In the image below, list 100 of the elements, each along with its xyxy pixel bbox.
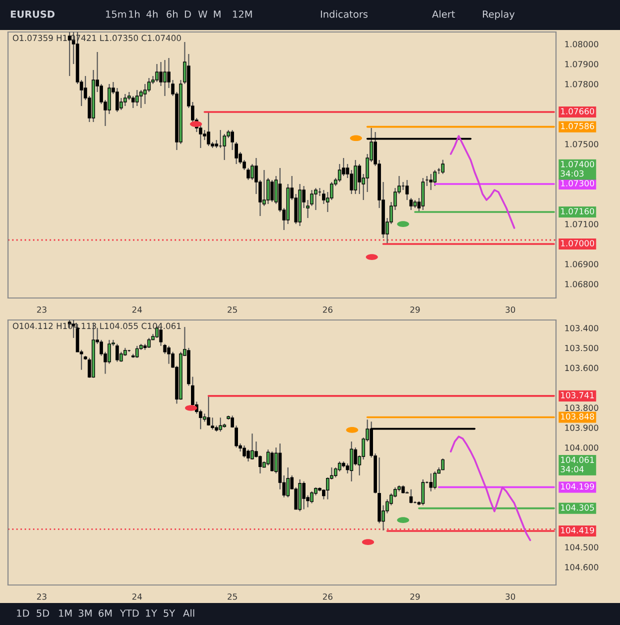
text: YTD [120, 610, 139, 617]
candlestick [258, 454, 262, 474]
text: 1h [129, 10, 140, 18]
x-tick-label: 30 [506, 593, 516, 600]
text: 6h [166, 10, 178, 18]
text: 1M [59, 610, 72, 617]
y-tick-label: 103.600 [565, 364, 598, 372]
text: 5Y [164, 610, 176, 617]
y-tick-label: 104.500 [565, 544, 598, 550]
candlestick [342, 157, 346, 177]
candlestick [409, 488, 413, 504]
text: 15m [106, 10, 126, 18]
x-tick-label: 29 [410, 593, 420, 600]
text: Alert [432, 10, 455, 18]
candlestick [246, 448, 250, 462]
candlestick [143, 83, 147, 105]
y-tick-label: 104.600 [565, 564, 598, 570]
candlestick [147, 337, 151, 348]
data-label: 104.305 [561, 504, 594, 511]
candlestick [330, 181, 334, 201]
text: 6M [98, 609, 112, 617]
candlestick [135, 89, 139, 107]
candlestick [358, 163, 362, 195]
text: EURUSD [10, 10, 54, 18]
data-label: 1.07660 [561, 108, 594, 114]
candlestick [314, 187, 318, 211]
candlestick [163, 59, 167, 97]
candlestick [123, 93, 127, 107]
text: Replay [482, 10, 515, 20]
candlestick [234, 425, 238, 448]
candlestick [310, 490, 314, 504]
candlestick [116, 343, 119, 362]
candlestick [266, 177, 270, 205]
candlestick [159, 61, 163, 87]
data-label: 1.07160 [561, 208, 594, 214]
text: 1D [17, 610, 30, 617]
x-tick-label: 23 [37, 306, 46, 313]
y-tick-label: 1.07100 [565, 220, 598, 228]
candlestick [198, 123, 202, 149]
x-tick-label: 23 [37, 593, 46, 600]
candlestick [338, 163, 342, 183]
y-tick-label: 103.900 [565, 424, 598, 431]
candlestick [222, 133, 226, 161]
data-label: 104.419 [561, 527, 594, 534]
text: 1Y [146, 610, 158, 617]
x-tick-label: 25 [228, 306, 237, 313]
candlestick [210, 417, 214, 430]
text: W [198, 10, 208, 18]
line-series [450, 135, 516, 229]
text: All [183, 609, 194, 617]
y-tick-label: 1.08000 [565, 40, 598, 48]
candlestick [250, 433, 254, 460]
candlestick [218, 417, 222, 432]
candlestick [286, 466, 290, 498]
candlestick [302, 480, 306, 510]
candlestick [155, 63, 159, 83]
data-label: 1.07300 [561, 180, 594, 186]
candlestick [429, 472, 433, 492]
candlestick [421, 478, 425, 506]
candlestick [354, 159, 358, 195]
y-tick-label: 1.06900 [565, 260, 598, 268]
y-tick-label: 104.000 [565, 444, 598, 451]
x-tick-label: 24 [132, 593, 142, 600]
text: 4h [146, 10, 158, 18]
data-label: 1.07000 [561, 240, 594, 246]
text: M [214, 10, 220, 18]
x-tick-label: 26 [322, 593, 332, 600]
candlestick [147, 77, 151, 93]
y-tick-label: 1.07800 [565, 80, 598, 88]
y-tick-label: 103.800 [565, 404, 598, 411]
candlestick [250, 163, 254, 181]
text: 3M [78, 609, 92, 617]
y-tick-label: 1.07900 [565, 60, 598, 68]
candlestick [433, 470, 437, 490]
candlestick [206, 111, 210, 147]
candlestick [405, 179, 409, 201]
data-label: 104.199 [561, 483, 594, 490]
x-tick-label: 25 [228, 593, 237, 600]
candlestick [409, 197, 413, 211]
candlestick [350, 440, 354, 482]
candlestick [202, 129, 206, 141]
y-tick-label: 103.500 [565, 344, 598, 352]
candlestick [242, 444, 246, 458]
y-tick-label: 1.06800 [565, 280, 598, 288]
candlestick [131, 95, 135, 109]
data-label: 103.741 [561, 392, 594, 398]
line-series [450, 436, 532, 542]
candlestick [350, 169, 354, 195]
candlestick [441, 159, 444, 175]
candlestick [433, 169, 437, 187]
text: Indicators [320, 10, 368, 18]
text: D [184, 10, 191, 18]
x-tick-label: 29 [410, 306, 420, 313]
x-tick-label: 24 [132, 306, 142, 313]
candlestick [139, 89, 143, 109]
text: 104.061 34:04 [560, 456, 594, 472]
candlestick [429, 173, 433, 191]
x-tick-label: 26 [322, 306, 332, 313]
text: 5D [36, 610, 50, 617]
x-tick-label: 30 [506, 306, 516, 313]
